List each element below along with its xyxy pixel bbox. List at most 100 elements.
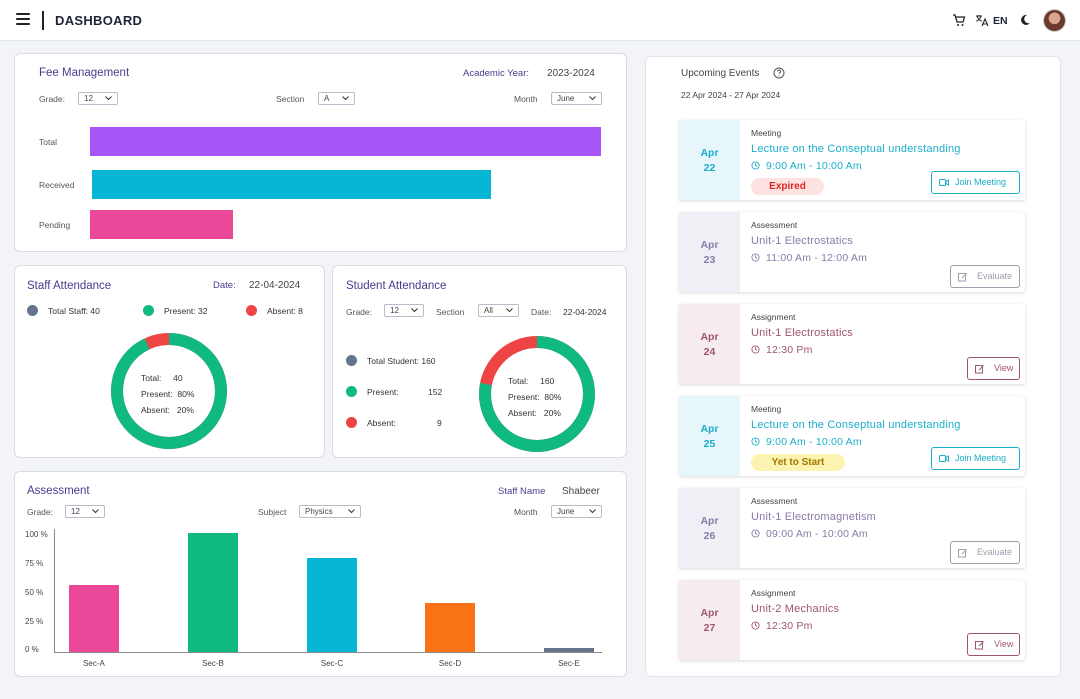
event-date: Apr 24: [679, 304, 740, 384]
join-meeting-button[interactable]: Join Meeting: [931, 447, 1020, 470]
student-section-label: Section: [436, 307, 465, 317]
event-month: Apr: [700, 423, 719, 435]
event-card[interactable]: Apr 27 Assignment Unit-2 Mechanics 12:30 Pm V…: [679, 580, 1025, 660]
join-meeting-button[interactable]: Join Meeting: [931, 171, 1020, 194]
assessment-grade-select[interactable]: 12: [65, 505, 105, 518]
event-month: Apr: [700, 147, 719, 159]
subject-label: Subject: [258, 507, 287, 517]
x-tick-label: Sec-C: [320, 659, 344, 668]
staff-absent-value: 20%: [176, 405, 194, 415]
event-day: 27: [703, 622, 716, 634]
view-button[interactable]: View: [967, 357, 1020, 380]
evaluate-button[interactable]: Evaluate: [950, 541, 1020, 564]
top-bar: DASHBOARD EN: [0, 0, 1080, 41]
event-time: 12:30 Pm: [766, 620, 813, 632]
event-title[interactable]: Unit-1 Electrostatics: [751, 235, 854, 247]
legend-dot: [27, 305, 38, 316]
event-card[interactable]: Apr 23 Assessment Unit-1 Electrostatics 11:0…: [679, 212, 1025, 292]
student-section-value: All: [484, 306, 493, 315]
subject-select[interactable]: Physics: [299, 505, 361, 518]
student-absent-label: Absent:: [508, 408, 537, 418]
staff-present-arc: [111, 333, 227, 449]
event-type: Assessment: [751, 220, 798, 230]
bar-sec-d: [425, 603, 475, 652]
section-select[interactable]: A: [318, 92, 355, 105]
event-card[interactable]: Apr 26 Assessment Unit-1 Electromagnetism 09…: [679, 488, 1025, 568]
status-badge: Yet to Start: [751, 454, 845, 471]
chevron-down-icon: [342, 96, 349, 101]
student-donut-center: Total: 160 Present: 80% Absent: 20%: [508, 373, 561, 421]
grade-select[interactable]: 12: [78, 92, 118, 105]
student-total-value: 160: [540, 376, 555, 386]
event-time: 9:00 Am - 10:00 Am: [766, 160, 862, 172]
assessment-month-select[interactable]: June: [551, 505, 602, 518]
event-type: Assignment: [751, 588, 796, 598]
chevron-down-icon: [506, 308, 513, 313]
student-legend-value: 9: [437, 418, 442, 428]
legend-dot: [346, 417, 357, 428]
student-legend-label: Total Student: 160: [367, 356, 436, 366]
event-button-label: Join Meeting: [955, 177, 1007, 187]
menu-icon[interactable]: [16, 13, 30, 25]
page-title: DASHBOARD: [55, 13, 143, 28]
header-divider: [42, 11, 44, 30]
event-title[interactable]: Lecture on the Conseptual understanding: [751, 419, 961, 431]
avatar[interactable]: [1043, 9, 1066, 32]
event-date: Apr 26: [679, 488, 740, 568]
student-absent-value: 20%: [543, 408, 561, 418]
student-date-label: Date:: [531, 307, 552, 317]
event-day: 25: [703, 438, 716, 450]
clock-icon: [751, 345, 760, 354]
staff-donut-center: Total: 40 Present: 80% Absent: 20%: [141, 370, 194, 418]
video-icon: [939, 179, 949, 186]
fee-bar-pending: [90, 210, 233, 239]
event-card[interactable]: Apr 25 Meeting Lecture on the Conseptual un…: [679, 396, 1025, 476]
y-tick-label: 75 %: [25, 559, 44, 568]
student-attendance-card: Student Attendance Grade: 12 Section All…: [332, 265, 627, 458]
academic-year-label: Academic Year:: [463, 68, 530, 79]
event-title[interactable]: Unit-1 Electromagnetism: [751, 511, 877, 523]
event-card[interactable]: Apr 24 Assignment Unit-1 Electrostatics 12:3…: [679, 304, 1025, 384]
staff-date-value: 22-04-2024: [249, 280, 301, 291]
event-date: Apr 25: [679, 396, 740, 476]
view-button[interactable]: View: [967, 633, 1020, 656]
chevron-down-icon: [589, 509, 596, 514]
fee-bar-label: Received: [39, 180, 75, 190]
cart-icon[interactable]: [952, 13, 966, 27]
event-day: 23: [703, 254, 716, 266]
x-tick-label: Sec-D: [438, 659, 462, 668]
student-present-value: 80%: [544, 392, 562, 402]
y-tick-label: 50 %: [25, 588, 44, 597]
student-section-select[interactable]: All: [478, 304, 519, 317]
bar-sec-c: [307, 557, 357, 652]
grade-label: Grade:: [39, 94, 65, 104]
event-card[interactable]: Apr 22 Meeting Lecture on the Conseptual un…: [679, 120, 1025, 200]
staff-present-label: Present:: [141, 389, 173, 399]
evaluate-button[interactable]: Evaluate: [950, 265, 1020, 288]
chevron-down-icon: [348, 509, 355, 514]
month-select[interactable]: June: [551, 92, 602, 105]
translate-icon[interactable]: [975, 13, 989, 27]
legend-dot: [346, 386, 357, 397]
event-month: Apr: [700, 515, 719, 527]
event-title[interactable]: Unit-1 Electrostatics: [751, 327, 854, 339]
help-icon[interactable]: [773, 67, 785, 79]
moon-icon[interactable]: [1019, 14, 1031, 26]
staff-name-label: Staff Name: [498, 486, 546, 497]
assessment-month-value: June: [557, 507, 575, 516]
language-selector[interactable]: EN: [993, 15, 1008, 27]
event-month: Apr: [700, 239, 719, 251]
student-legend-label: Present:: [367, 387, 399, 397]
student-grade-select[interactable]: 12: [384, 304, 424, 317]
student-title: Student Attendance: [346, 280, 447, 292]
events-date-range: 22 Apr 2024 - 27 Apr 2024: [681, 90, 781, 100]
grade-select-value: 12: [84, 94, 93, 103]
x-tick-label: Sec-E: [558, 659, 580, 668]
legend-dot: [346, 355, 357, 366]
event-title[interactable]: Unit-2 Mechanics: [751, 603, 840, 615]
fee-management-card: Fee Management Academic Year: 2023-2024 …: [14, 53, 627, 252]
staff-legend-text: Total Staff: 40: [48, 306, 100, 316]
event-title[interactable]: Lecture on the Conseptual understanding: [751, 143, 961, 155]
event-date: Apr 22: [679, 120, 740, 200]
y-tick-label: 0 %: [25, 645, 39, 654]
